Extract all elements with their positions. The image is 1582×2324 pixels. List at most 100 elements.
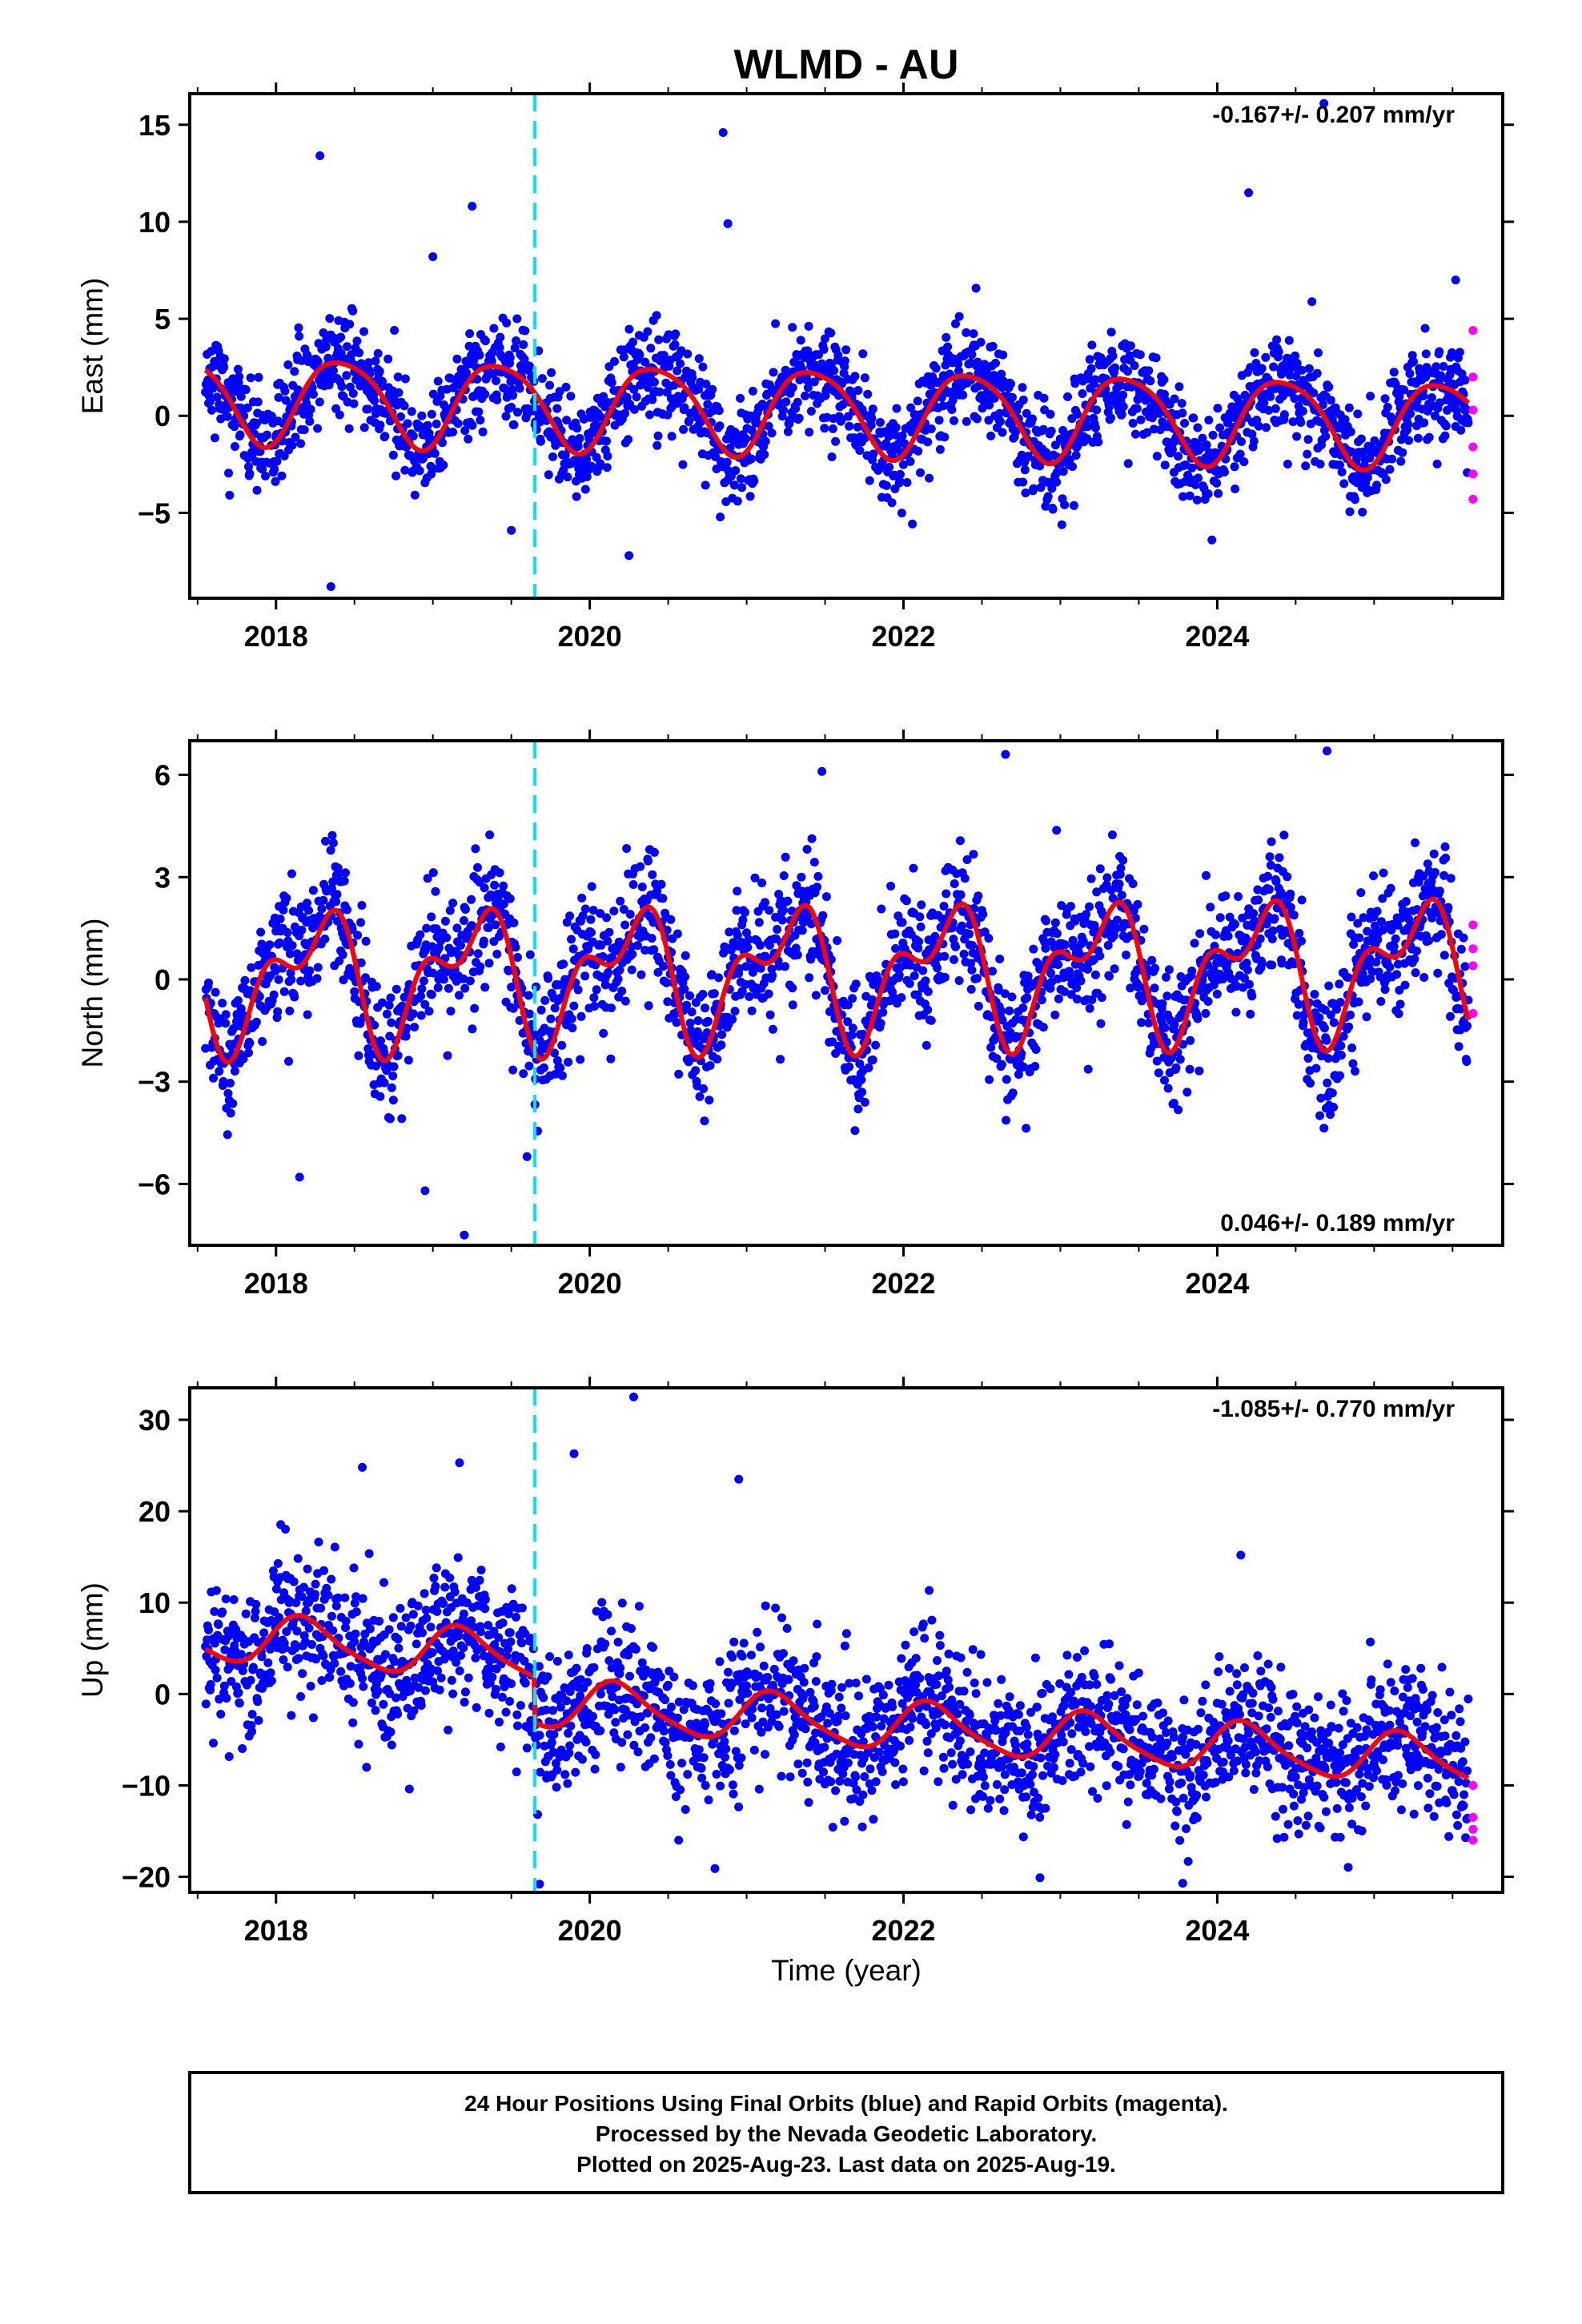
- data-point-final: [274, 975, 283, 984]
- data-point-final: [468, 420, 477, 430]
- data-point-final: [1155, 425, 1165, 435]
- data-point-final: [1419, 973, 1429, 982]
- data-point-final: [1270, 914, 1279, 923]
- data-point-final: [1355, 933, 1364, 943]
- data-point-final: [1108, 351, 1118, 360]
- data-point-final: [829, 366, 839, 376]
- data-point-final: [1220, 468, 1229, 476]
- data-point-final: [713, 1055, 722, 1063]
- data-point-final: [863, 389, 873, 399]
- data-point-final: [809, 858, 819, 867]
- data-point-final: [444, 983, 453, 993]
- data-point-final: [484, 959, 494, 968]
- data-point-final: [1105, 971, 1114, 981]
- data-point-final: [1178, 408, 1187, 418]
- data-point-final: [1288, 417, 1298, 427]
- data-point-final: [539, 1063, 548, 1072]
- x-tick-label: 2024: [1185, 1267, 1249, 1300]
- data-point-final: [913, 943, 923, 953]
- data-point-final: [672, 1018, 681, 1027]
- data-point-final: [393, 1051, 403, 1060]
- data-point-final: [226, 1079, 235, 1088]
- data-point-final: [375, 420, 385, 430]
- y-tick-label: −10: [122, 1769, 171, 1802]
- data-point-final: [296, 976, 306, 986]
- data-point-final: [956, 890, 966, 899]
- data-point-final: [897, 509, 906, 518]
- data-point-final: [1381, 475, 1391, 485]
- data-point-final: [686, 1026, 696, 1035]
- data-point-final: [285, 1006, 295, 1015]
- data-point-final: [969, 850, 978, 859]
- velocity-label: 0.046+/- 0.189 mm/yr: [1220, 1210, 1455, 1236]
- data-point-final: [1048, 505, 1058, 514]
- data-point-final: [343, 905, 351, 915]
- data-point-final: [211, 1586, 221, 1595]
- data-point-final: [219, 354, 229, 364]
- data-point-final: [561, 382, 571, 392]
- data-point-final: [1401, 897, 1411, 907]
- data-point-final: [1208, 430, 1218, 440]
- data-point-final: [984, 416, 994, 425]
- data-point-final: [475, 350, 484, 360]
- data-point-final: [817, 766, 827, 776]
- data-point-final: [221, 1019, 231, 1028]
- data-point-final: [347, 924, 357, 934]
- data-point-final: [1185, 491, 1195, 501]
- data-point-final: [1130, 361, 1139, 370]
- data-point-final: [1112, 915, 1122, 925]
- data-point-final: [1230, 462, 1239, 472]
- data-point-final: [339, 876, 349, 886]
- data-point-final: [326, 846, 335, 855]
- data-point-final: [1174, 452, 1183, 461]
- data-point-final: [371, 356, 380, 366]
- data-point-final: [1185, 1064, 1195, 1074]
- data-point-final: [221, 1010, 231, 1019]
- data-point-final: [1340, 415, 1350, 424]
- data-point-final: [480, 983, 490, 992]
- data-point-final: [1462, 405, 1472, 414]
- data-point-final: [958, 390, 968, 400]
- data-point-final: [1311, 1063, 1321, 1073]
- data-point-final: [840, 356, 849, 366]
- data-point-final: [291, 1643, 300, 1653]
- data-point-final: [848, 1023, 857, 1033]
- data-point-final: [845, 1062, 854, 1072]
- data-point-final: [1405, 369, 1415, 378]
- data-point-final: [939, 902, 949, 911]
- data-point-final: [1206, 903, 1215, 912]
- data-point-final: [745, 992, 754, 1001]
- data-point-final: [1023, 971, 1033, 981]
- data-point-final: [1306, 1079, 1315, 1088]
- data-point-final: [1047, 484, 1057, 493]
- data-point-final: [304, 906, 313, 915]
- data-point-final: [1169, 1099, 1178, 1108]
- data-point-final: [804, 321, 813, 331]
- data-point-final: [771, 319, 781, 328]
- data-point-final: [356, 958, 366, 967]
- data-point-final: [460, 1230, 469, 1240]
- data-point-final: [871, 1040, 881, 1050]
- data-point-final: [333, 863, 343, 873]
- data-point-final: [304, 1623, 314, 1633]
- data-point-final: [921, 976, 930, 986]
- data-point-final: [1383, 402, 1392, 412]
- data-point-final: [540, 995, 550, 1005]
- data-point-final: [275, 915, 285, 923]
- data-point-final: [1462, 1057, 1472, 1066]
- data-point-final: [1319, 1023, 1329, 1033]
- data-point-final: [319, 895, 328, 905]
- data-point-final: [1385, 963, 1395, 972]
- data-point-rapid: [1468, 944, 1478, 954]
- data-point-final: [636, 862, 645, 871]
- data-point-final: [1295, 928, 1304, 938]
- data-point-final: [586, 915, 596, 924]
- data-point-final: [1424, 936, 1434, 946]
- data-point-final: [340, 1593, 350, 1602]
- data-point-final: [428, 868, 438, 878]
- data-point-final: [1130, 429, 1140, 439]
- data-point-final: [348, 1718, 358, 1727]
- data-point-final: [1348, 1059, 1358, 1068]
- data-point-final: [1268, 926, 1278, 935]
- data-point-final: [256, 927, 266, 937]
